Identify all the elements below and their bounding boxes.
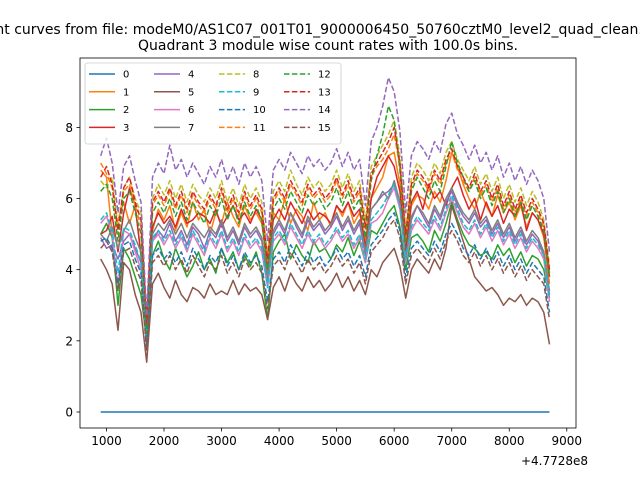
legend-label-6: 6: [188, 105, 194, 116]
x-offset-label: +4.7728e8: [521, 454, 588, 468]
legend-label-13: 13: [318, 87, 331, 98]
x-tick-label: 6000: [379, 434, 410, 448]
x-tick-label: 2000: [149, 434, 180, 448]
series-line-9: [100, 183, 551, 346]
y-tick-label: 4: [65, 263, 73, 277]
x-tick-label: 5000: [321, 434, 352, 448]
y-tick-label: 6: [65, 192, 73, 206]
legend-label-3: 3: [123, 123, 129, 134]
chart-suptitle: Light curves from file: modeM0/AS1C07_00…: [0, 22, 640, 38]
legend-label-7: 7: [188, 123, 194, 134]
legend-label-10: 10: [253, 105, 266, 116]
series-line-6: [100, 187, 551, 349]
series-line-10: [100, 212, 551, 349]
legend-label-14: 14: [318, 105, 331, 116]
legend-frame: [84, 62, 342, 145]
series-line-14: [99, 76, 551, 317]
series-line-8: [100, 119, 551, 324]
y-tick-label: 8: [65, 121, 73, 135]
x-tick-label: 9000: [552, 434, 583, 448]
x-tick-label: 8000: [494, 434, 525, 448]
y-axis: 0 2 4 6 8: [65, 121, 80, 419]
x-tick-label: 7000: [436, 434, 467, 448]
legend-label-0: 0: [123, 70, 129, 81]
chart-title: Quadrant 3 module wise count rates with …: [138, 38, 518, 54]
x-tick-label: 1000: [91, 434, 122, 448]
x-axis: 1000 2000 3000 4000 5000 6000 7000 8000 9000: [91, 428, 582, 448]
series-line-12: [100, 105, 551, 335]
legend-label-1: 1: [123, 87, 129, 98]
series-line-5: [100, 204, 551, 363]
series-line-11: [100, 133, 551, 328]
series-line-13: [100, 126, 551, 324]
y-tick-label: 2: [65, 334, 73, 348]
legend-label-15: 15: [318, 123, 331, 134]
series-line-15: [100, 219, 551, 353]
series-line-7: [100, 179, 551, 339]
legend-label-5: 5: [188, 87, 194, 98]
legend-label-8: 8: [253, 70, 259, 81]
legend-label-12: 12: [318, 70, 331, 81]
legend-label-9: 9: [253, 87, 259, 98]
x-tick-label: 4000: [264, 434, 295, 448]
series-line-4: [100, 183, 551, 342]
plot-area-frame: [79, 57, 577, 429]
legend-label-11: 11: [253, 123, 266, 134]
legend-label-2: 2: [123, 105, 129, 116]
y-tick-label: 0: [65, 405, 73, 419]
series-line-3: [100, 155, 551, 346]
series-layer: [99, 76, 551, 413]
legend-label-4: 4: [188, 70, 194, 81]
x-tick-label: 3000: [206, 434, 237, 448]
